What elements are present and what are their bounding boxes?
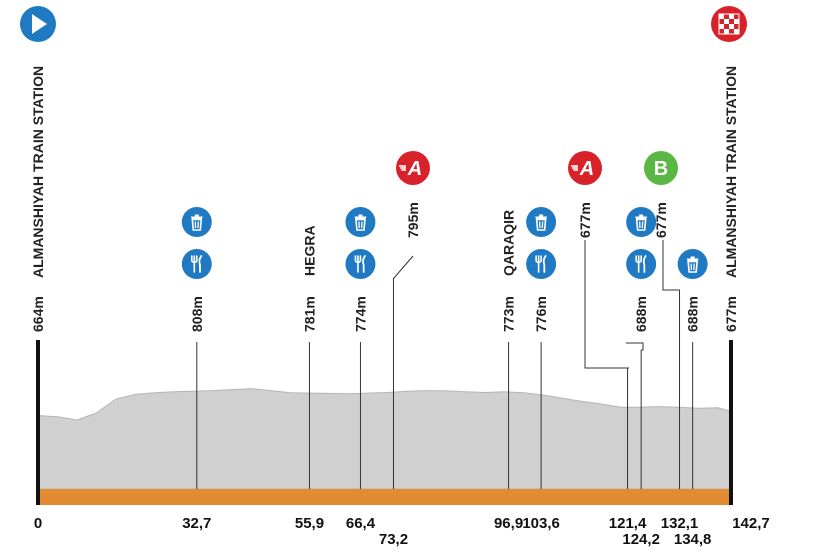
elevation-label: 688m [685, 296, 701, 332]
marker-leader-line [626, 342, 644, 351]
km-label: 66,4 [346, 515, 376, 532]
elevation-label: 677m [653, 202, 669, 238]
waste-zone-icon [626, 207, 657, 237]
km-label-start: 0 [34, 515, 42, 532]
elevation-label: 688m [633, 296, 649, 332]
elevation-label: 773m [501, 296, 517, 332]
marker-leader-line [662, 240, 680, 291]
elevation-label: 795m [405, 202, 421, 238]
waste-zone-icon [677, 249, 708, 279]
start-elevation-label: 664m [30, 296, 46, 332]
elevation-label: 774m [352, 296, 368, 332]
km-label-finish: 142,7 [732, 515, 770, 532]
marker-leader-line [584, 240, 629, 369]
bonus-sprint-icon: B [644, 151, 678, 185]
location-label: QARAQIR [501, 210, 517, 276]
elevation-label: 677m [577, 202, 593, 238]
location-label: HEGRA [301, 225, 317, 276]
sprint-badge-label: A [407, 158, 422, 180]
sprint-badge-label: A [579, 158, 594, 180]
waste-zone-icon [345, 207, 376, 237]
intermediate-sprint-icon: A [568, 151, 602, 185]
feed-zone-icon [181, 249, 212, 279]
waste-zone-icon [181, 207, 212, 237]
elevation-profile-area [37, 388, 732, 490]
km-label: 32,7 [182, 515, 211, 532]
waste-zone-icon [526, 207, 557, 237]
elevation-label: 808m [189, 296, 205, 332]
finish-flag-icon [711, 6, 747, 42]
feed-zone-icon [626, 249, 657, 279]
start-flag-icon [20, 6, 56, 42]
bonus-badge-label: B [654, 158, 668, 180]
road-strip [38, 489, 731, 505]
start-location-label: ALMANSHIYAH TRAIN STATION [30, 66, 46, 278]
intermediate-sprint-icon: A [396, 151, 430, 185]
km-label: 124,2 [622, 531, 660, 548]
marker-leader-line [393, 255, 414, 279]
feed-zone-icon [345, 249, 376, 279]
km-label: 96,9 [494, 515, 523, 532]
km-label: 134,8 [674, 531, 712, 548]
finish-location-label: ALMANSHIYAH TRAIN STATION [723, 66, 739, 278]
feed-zone-icon [526, 249, 557, 279]
km-label: 103,6 [522, 515, 560, 532]
elevation-label: 776m [533, 296, 549, 332]
start-post [36, 340, 40, 505]
km-label: 121,4 [609, 515, 647, 532]
finish-elevation-label: 677m [723, 296, 739, 332]
elevation-label: 781m [301, 296, 317, 332]
finish-post [729, 340, 733, 505]
km-label: 55,9 [295, 515, 324, 532]
km-label: 132,1 [661, 515, 699, 532]
km-label: 73,2 [379, 531, 408, 548]
